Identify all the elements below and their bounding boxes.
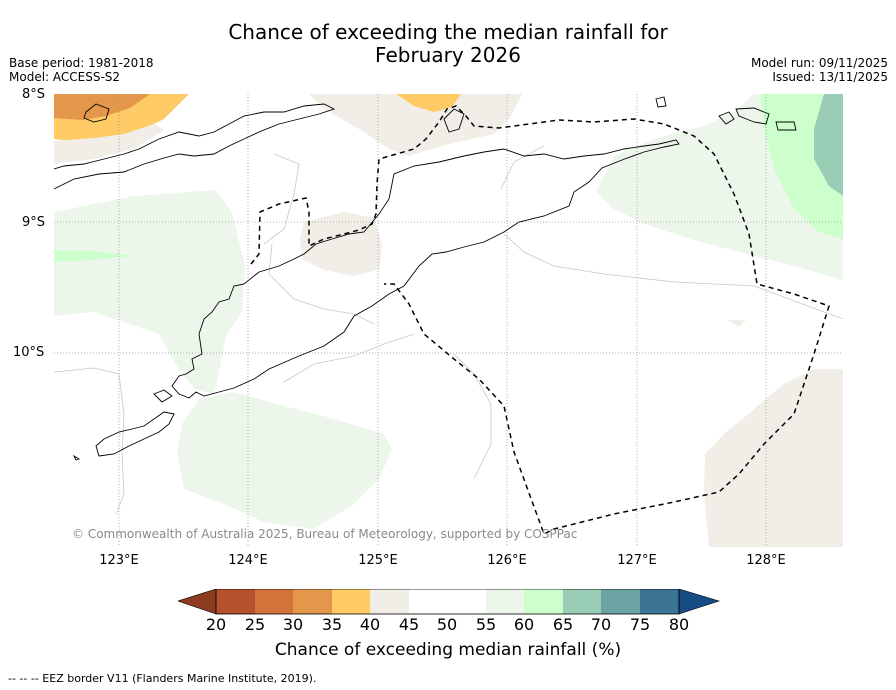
- lon-label-125e: 125°E: [358, 553, 398, 568]
- colorbar-tick-60: 60: [513, 615, 535, 634]
- lat-label-8s: 8°S: [22, 87, 46, 102]
- colorbar-tick-25: 25: [244, 615, 266, 634]
- colorbar-tick-35: 35: [321, 615, 343, 634]
- region-beige-nw: [54, 124, 164, 164]
- colorbar-frame: [215, 589, 680, 615]
- colorbar-segment-6: [409, 589, 447, 614]
- colorbar-segment-2: [255, 589, 293, 614]
- contour-outlines: [54, 145, 843, 515]
- region-beige-southeast: [704, 369, 843, 547]
- colorbar-tick-80: 80: [668, 615, 690, 634]
- meta-left: Base period: 1981-2018 Model: ACCESS-S2: [9, 56, 154, 84]
- colorbar-segment-5: [370, 589, 409, 614]
- model-text: Model: ACCESS-S2: [9, 70, 121, 84]
- model-run-text: Model run: 09/11/2025: [750, 56, 888, 70]
- copyright-text: © Commonwealth of Australia 2025, Bureau…: [72, 527, 578, 541]
- colorbar-tick-65: 65: [552, 615, 574, 634]
- lat-label-9s: 9°S: [22, 215, 46, 230]
- colorbar: [178, 589, 720, 615]
- colorbar-segment-8: [486, 589, 524, 614]
- coastlines: [54, 96, 797, 461]
- colorbar-tick-70: 70: [590, 615, 612, 634]
- map-title-line1: Chance of exceeding the median rainfall …: [228, 20, 668, 44]
- colorbar-tick-55: 55: [475, 615, 497, 634]
- eez-border: [250, 105, 830, 536]
- colorbar-segment-13: [678, 589, 720, 615]
- colorbar-segment-0: [178, 589, 217, 615]
- rainfall-map[interactable]: [54, 94, 843, 547]
- lon-label-127e: 127°E: [617, 553, 657, 568]
- lon-label-128e: 128°E: [746, 553, 786, 568]
- lat-label-10s: 10°S: [13, 345, 45, 360]
- map-title-line2: February 2026: [375, 43, 521, 67]
- timor-coastline: [171, 139, 680, 399]
- region-beige-north: [309, 94, 522, 156]
- rote-coastline: [95, 411, 175, 457]
- colorbar-segment-11: [601, 589, 640, 614]
- colorbar-tick-45: 45: [398, 615, 420, 634]
- colorbar-segment-1: [216, 589, 255, 614]
- colorbar-segment-3: [293, 589, 332, 614]
- issued-text: Issued: 13/11/2025: [772, 70, 888, 84]
- region-beige-islet: [727, 320, 746, 327]
- sabu-coastline: [72, 454, 81, 461]
- alor-coastline: [54, 103, 336, 190]
- lon-label-124e: 124°E: [228, 553, 268, 568]
- colorbar-segment-12: [640, 589, 679, 614]
- region-orange-north: [396, 94, 461, 112]
- colorbar-tick-20: 20: [205, 615, 227, 634]
- lon-label-123e: 123°E: [99, 553, 139, 568]
- colorbar-tick-30: 30: [282, 615, 304, 634]
- meta-right: Model run: 09/11/2025 Issued: 13/11/2025: [751, 56, 888, 84]
- colorbar-tick-50: 50: [436, 615, 458, 634]
- colorbar-tick-40: 40: [359, 615, 381, 634]
- region-green-west: [54, 190, 245, 394]
- colorbar-segment-9: [524, 589, 563, 614]
- colorbar-segment-4: [332, 589, 370, 614]
- region-beige-center: [300, 212, 382, 276]
- region-teal-east: [814, 94, 843, 196]
- base-period-text: Base period: 1981-2018: [9, 56, 154, 70]
- colorbar-label: Chance of exceeding median rainfall (%): [274, 640, 622, 660]
- colorbar-tick-75: 75: [629, 615, 651, 634]
- region-light-green-west: [54, 250, 132, 262]
- eez-footnote: -- -- -- EEZ border V11 (Flanders Marine…: [8, 672, 317, 685]
- region-dark-orange-nw: [54, 94, 150, 120]
- colorbar-segment-10: [563, 589, 601, 614]
- lon-label-126e: 126°E: [487, 553, 527, 568]
- colorbar-segment-7: [447, 589, 486, 614]
- region-green-southwest: [177, 392, 392, 529]
